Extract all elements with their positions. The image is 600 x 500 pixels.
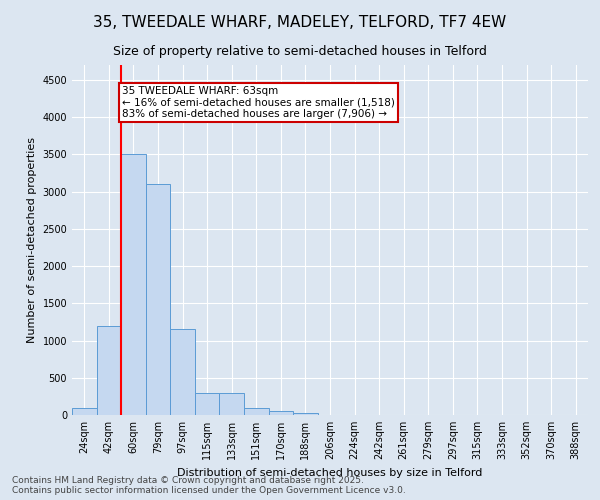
Y-axis label: Number of semi-detached properties: Number of semi-detached properties <box>27 137 37 343</box>
Bar <box>97 326 121 415</box>
Bar <box>72 408 97 415</box>
Bar <box>293 413 318 415</box>
Bar <box>146 184 170 415</box>
Text: 35 TWEEDALE WHARF: 63sqm
← 16% of semi-detached houses are smaller (1,518)
83% o: 35 TWEEDALE WHARF: 63sqm ← 16% of semi-d… <box>122 86 395 119</box>
Bar <box>244 408 269 415</box>
Bar <box>170 330 195 415</box>
X-axis label: Distribution of semi-detached houses by size in Telford: Distribution of semi-detached houses by … <box>178 468 482 477</box>
Text: Size of property relative to semi-detached houses in Telford: Size of property relative to semi-detach… <box>113 45 487 58</box>
Bar <box>269 412 293 415</box>
Bar <box>121 154 146 415</box>
Bar <box>220 394 244 415</box>
Text: 35, TWEEDALE WHARF, MADELEY, TELFORD, TF7 4EW: 35, TWEEDALE WHARF, MADELEY, TELFORD, TF… <box>94 15 506 30</box>
Bar <box>195 392 220 415</box>
Text: Contains HM Land Registry data © Crown copyright and database right 2025.
Contai: Contains HM Land Registry data © Crown c… <box>12 476 406 495</box>
